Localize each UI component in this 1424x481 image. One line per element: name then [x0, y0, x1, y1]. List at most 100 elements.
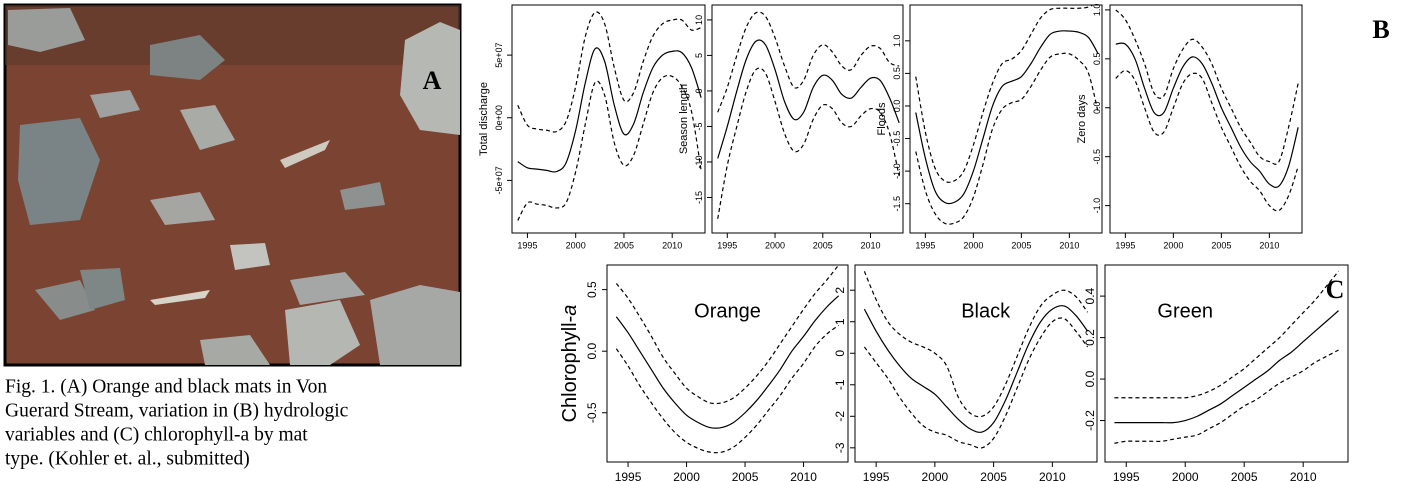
y-tick-label: 0e+00: [494, 105, 504, 130]
y-tick-label: -5e+07: [494, 166, 504, 194]
confidence-band-line: [915, 5, 1094, 183]
panel-label: B: [1372, 15, 1389, 44]
confidence-band-line: [615, 265, 840, 405]
confidence-band-line: [1115, 9, 1299, 165]
plot-frame: [1104, 264, 1349, 463]
plot-frame: [1109, 4, 1303, 234]
caption-line: type. (Kohler et. al., submitted): [5, 448, 250, 469]
confidence-band-line: [1114, 349, 1339, 444]
y-tick-label: -0.5: [1092, 149, 1102, 165]
y-tick-label: -3: [833, 442, 847, 453]
y-axis-label: Zero days: [1076, 94, 1088, 143]
confidence-band-line: [717, 67, 900, 219]
x-tick-label: 2010: [1290, 470, 1317, 481]
y-tick-label: -1.5: [892, 196, 902, 212]
y-tick-label: 0.5: [1092, 53, 1102, 66]
y-axis-label: Season length: [678, 84, 690, 154]
y-axis-label-part: Chlorophyll-: [559, 316, 581, 423]
y-tick-label: 0.0: [585, 343, 599, 360]
confidence-band-line: [615, 324, 839, 454]
plot-frame: [854, 264, 1098, 463]
x-tick-label: 2005: [1011, 241, 1031, 251]
x-tick-label: 1995: [863, 470, 890, 481]
y-tick-label: 0.0: [892, 100, 902, 113]
caption-line: Fig. 1. (A) Orange and black mats in Von: [5, 376, 327, 397]
x-tick-label: 2010: [790, 470, 817, 481]
y-tick-label: 0.4: [1083, 287, 1097, 304]
plot-frame: [606, 264, 849, 463]
y-tick-label: 2: [833, 287, 847, 294]
confidence-band-line: [863, 317, 1089, 449]
y-tick-label: 0.2: [1083, 329, 1097, 346]
y-tick-label: -1.0: [892, 163, 902, 179]
x-tick-label: 1995: [615, 470, 642, 481]
x-tick-label: 2010: [1259, 241, 1279, 251]
x-tick-label: 2000: [922, 470, 949, 481]
y-tick-label: -2: [833, 411, 847, 422]
x-tick-label: 2000: [1172, 470, 1199, 481]
x-tick-label: 1995: [1115, 241, 1135, 251]
y-tick-label: -0.2: [1083, 410, 1097, 431]
annotation: Black: [961, 300, 1011, 322]
y-tick-label: -0.5: [585, 402, 599, 423]
y-axis-label: Total discharge: [478, 82, 490, 156]
y-tick-label: 0.5: [892, 67, 902, 80]
y-tick-label: 0: [694, 88, 704, 93]
y-tick-label: -1: [833, 379, 847, 390]
x-tick-label: 1995: [717, 241, 737, 251]
y-tick-label: 1: [833, 318, 847, 325]
fit-line: [1114, 310, 1339, 424]
confidence-band-line: [863, 271, 1089, 418]
panel-label: C: [1326, 275, 1345, 304]
y-axis-label: Floods: [876, 102, 888, 136]
y-axis-label-part: a: [559, 305, 581, 316]
x-tick-label: 2000: [765, 241, 785, 251]
y-axis-label: Chlorophyll-a: [559, 305, 581, 423]
y-tick-label: 0.5: [585, 281, 599, 298]
fit-line: [717, 39, 900, 159]
annotation: Green: [1157, 300, 1213, 322]
x-tick-label: 2000: [673, 470, 700, 481]
fit-line: [615, 295, 840, 429]
confidence-band-line: [1115, 69, 1299, 212]
y-tick-label: -1.0: [1092, 198, 1102, 214]
y-tick-label: 0.0: [1083, 370, 1097, 387]
confidence-band-line: [1114, 270, 1340, 399]
plot-frame: [909, 4, 1103, 234]
fit-line: [915, 30, 1099, 205]
y-tick-label: -10: [694, 155, 704, 168]
y-tick-label: 1.0: [892, 35, 902, 48]
x-tick-label: 2010: [1039, 470, 1066, 481]
caption-line: Guerard Stream, variation in (B) hydrolo…: [5, 400, 349, 421]
x-tick-label: 2005: [1231, 470, 1258, 481]
x-tick-label: 2005: [732, 470, 759, 481]
confidence-band-line: [517, 11, 702, 133]
plot-frame: [711, 4, 904, 234]
y-tick-label: -5: [694, 122, 704, 130]
x-tick-label: 2005: [1211, 241, 1231, 251]
fit-line: [863, 305, 1089, 433]
x-tick-label: 1995: [915, 241, 935, 251]
annotation: Orange: [694, 300, 761, 322]
photo: [3, 3, 462, 367]
confidence-band-line: [915, 52, 1099, 225]
x-tick-label: 2000: [566, 241, 586, 251]
x-tick-label: 2010: [1059, 241, 1079, 251]
x-tick-label: 2000: [1163, 241, 1183, 251]
fit-line: [517, 47, 702, 173]
x-tick-label: 2000: [963, 241, 983, 251]
y-tick-label: 0.0: [1092, 101, 1102, 114]
y-tick-label: 5: [694, 53, 704, 58]
caption-line: variables and (C) chlorophyll-a by mat: [5, 424, 308, 445]
x-tick-label: 1995: [517, 241, 537, 251]
y-tick-label: -15: [694, 191, 704, 204]
y-tick-label: 10: [694, 15, 704, 25]
x-tick-label: 1995: [1113, 470, 1140, 481]
x-tick-label: 2010: [861, 241, 881, 251]
x-tick-label: 2005: [813, 241, 833, 251]
x-tick-label: 2005: [614, 241, 634, 251]
panel-label: A: [423, 66, 442, 95]
plot-frame: [511, 4, 706, 234]
